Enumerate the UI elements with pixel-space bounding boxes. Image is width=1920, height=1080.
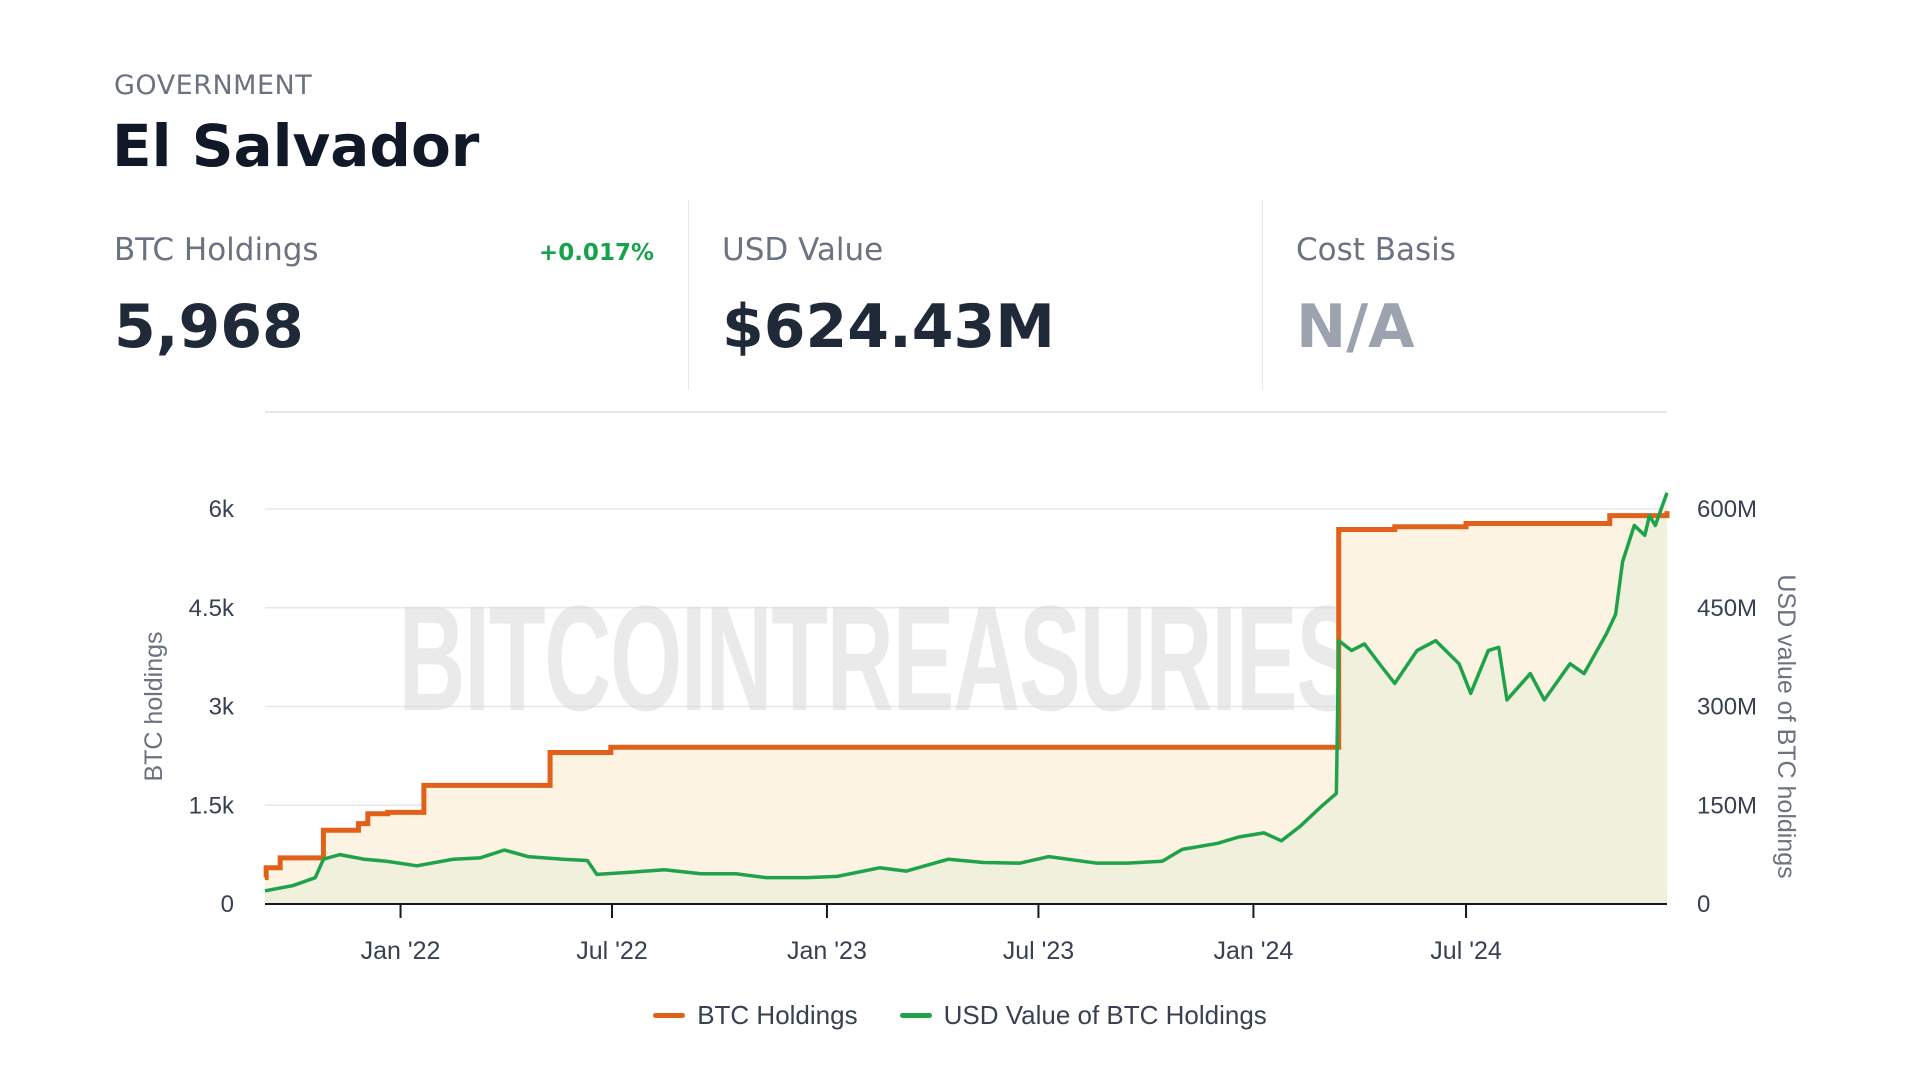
btc-holdings-area	[265, 511, 1667, 904]
y-right-tick-label: 150M	[1697, 792, 1757, 819]
y-left-tick-label: 6k	[209, 496, 235, 523]
y-left-tick-label: 3k	[209, 694, 235, 721]
y-left-tick-label: 0	[221, 891, 234, 918]
x-tick-label: Jul '22	[576, 937, 647, 965]
y-left-tick-label: 1.5k	[189, 792, 235, 819]
cost-basis-label: Cost Basis	[1296, 232, 1456, 268]
y-right-tick-label: 0	[1697, 891, 1710, 918]
x-tick-label: Jan '24	[1213, 937, 1293, 965]
stat-usd-value: USD Value $624.43M	[722, 200, 1222, 390]
x-tick-label: Jul '24	[1430, 937, 1502, 965]
usd-value-line	[264, 492, 1669, 893]
usd-value-area	[265, 492, 1667, 904]
chart-legend: BTC Holdings USD Value of BTC Holdings	[0, 1000, 1920, 1031]
y-right-tick-label: 600M	[1697, 496, 1757, 523]
btc-holdings-label: BTC Holdings	[114, 232, 319, 268]
y-right-tick-label: 300M	[1697, 694, 1757, 721]
entity-name: El Salvador	[112, 112, 480, 180]
x-tick-label: Jan '22	[361, 937, 441, 965]
y-left-axis-title: BTC holdings	[140, 631, 168, 781]
btc-holdings-line	[263, 511, 1670, 881]
btc-holdings-value: 5,968	[114, 292, 304, 362]
legend-item-usd-value[interactable]: USD Value of BTC Holdings	[899, 1000, 1267, 1031]
y-left-tick-label: 4.5k	[189, 595, 235, 622]
x-tick-label: Jan '23	[787, 937, 867, 965]
legend-label-btc: BTC Holdings	[697, 1000, 858, 1030]
legend-label-usd: USD Value of BTC Holdings	[943, 1000, 1267, 1030]
x-tick-label: Jul '23	[1003, 937, 1074, 965]
legend-swatch-btc	[653, 1013, 686, 1018]
holdings-chart: 0 1.5k 3k 4.5k 6k 0 150M 300M 450M 600M BTC holdin…	[140, 411, 1800, 965]
stat-btc-holdings: BTC Holdings +0.017% 5,968	[114, 200, 654, 390]
legend-item-btc-holdings[interactable]: BTC Holdings	[653, 1000, 858, 1031]
stat-cost-basis: Cost Basis N/A	[1296, 200, 1796, 390]
stat-divider	[688, 200, 689, 390]
cost-basis-value: N/A	[1296, 292, 1415, 362]
usd-value-value: $624.43M	[722, 292, 1055, 362]
usd-value-label: USD Value	[722, 232, 884, 268]
stat-divider	[1262, 200, 1263, 390]
entity-category: GOVERNMENT	[114, 70, 313, 101]
btc-holdings-change: +0.017%	[538, 240, 654, 266]
legend-swatch-usd	[899, 1013, 932, 1018]
y-right-axis-title: USD value of BTC holdings	[1772, 574, 1800, 878]
y-right-tick-label: 450M	[1697, 595, 1757, 622]
